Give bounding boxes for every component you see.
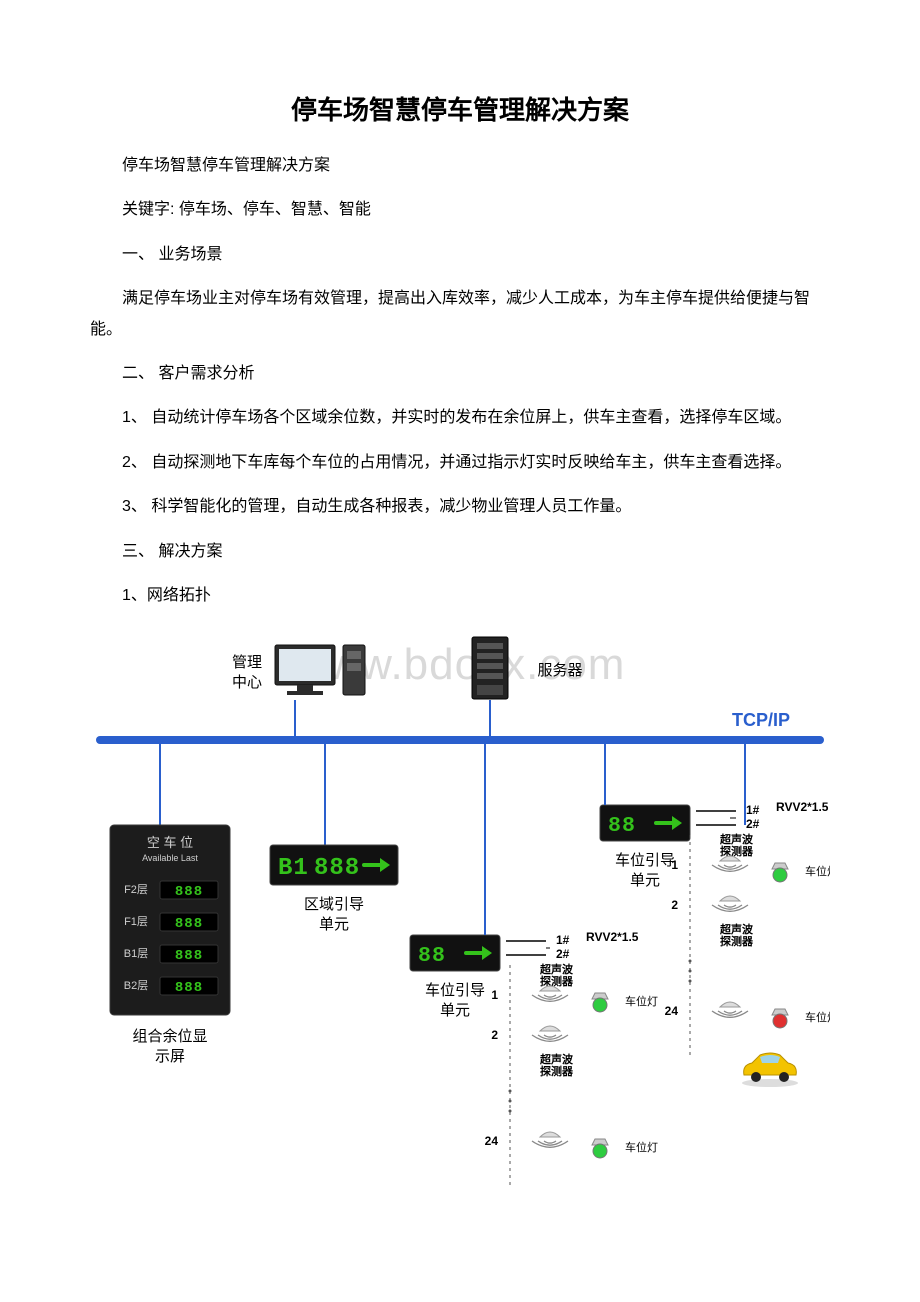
svg-text:2: 2 [671, 898, 678, 912]
svg-text:示屏: 示屏 [155, 1048, 185, 1065]
svg-text:888: 888 [175, 884, 203, 900]
svg-text:1: 1 [491, 988, 498, 1002]
svg-text:车位引导: 车位引导 [615, 852, 675, 869]
section-3-item-1: 1、网络拓扑 [90, 581, 830, 611]
svg-text:单元: 单元 [440, 1002, 470, 1019]
svg-text:探测器: 探测器 [540, 974, 574, 988]
svg-text:1#: 1# [556, 933, 570, 947]
svg-text:单元: 单元 [319, 916, 349, 933]
svg-text:F1层: F1层 [124, 915, 148, 928]
section-2-item-2: 2、 自动探测地下车库每个车位的占用情况，并通过指示灯实时反映给车主，供车主查看… [90, 448, 830, 478]
svg-text:超声波: 超声波 [539, 1052, 574, 1066]
svg-text:Available Last: Available Last [142, 853, 198, 863]
svg-text:车位灯: 车位灯 [625, 1140, 658, 1154]
svg-text:888: 888 [175, 948, 203, 964]
keywords-line: 关键字: 停车场、停车、智慧、智能 [90, 195, 830, 225]
section-2-item-1: 1、 自动统计停车场各个区域余位数，并实时的发布在余位屏上，供车主查看，选择停车… [90, 403, 830, 433]
svg-text:探测器: 探测器 [720, 934, 754, 948]
keywords-label: 关键字: [122, 201, 174, 218]
svg-text:中心: 中心 [232, 674, 262, 691]
svg-text:车位灯: 车位灯 [805, 1010, 830, 1024]
svg-text:2: 2 [491, 1028, 498, 1042]
svg-text:区域引导: 区域引导 [304, 896, 364, 913]
section-3-heading: 三、 解决方案 [90, 537, 830, 567]
svg-text:管理: 管理 [232, 654, 262, 671]
svg-text:组合余位显: 组合余位显 [132, 1027, 207, 1045]
svg-text:TCP/IP: TCP/IP [732, 710, 790, 730]
section-1-body: 满足停车场业主对停车场有效管理，提高出入库效率，减少人工成本，为车主停车提供给便… [90, 284, 830, 345]
svg-text:888: 888 [175, 980, 203, 996]
svg-text:F2层: F2层 [124, 883, 148, 896]
svg-text:888: 888 [314, 855, 360, 882]
section-2-heading: 二、 客户需求分析 [90, 359, 830, 389]
svg-text:88: 88 [608, 814, 636, 838]
svg-text:888: 888 [175, 916, 203, 932]
svg-text:B1: B1 [278, 855, 309, 882]
svg-text:超声波: 超声波 [539, 962, 574, 976]
svg-text:88: 88 [418, 944, 446, 968]
svg-text:超声波: 超声波 [719, 922, 754, 936]
subtitle: 停车场智慧停车管理解决方案 [90, 151, 830, 181]
svg-text:RVV2*1.5: RVV2*1.5 [586, 930, 639, 944]
svg-text:24: 24 [485, 1134, 499, 1148]
svg-text:空 车 位: 空 车 位 [147, 835, 193, 850]
svg-text:2#: 2# [556, 947, 570, 961]
svg-text:RVV2*1.5: RVV2*1.5 [776, 800, 829, 814]
section-2-item-3: 3、 科学智能化的管理，自动生成各种报表，减少物业管理人员工作量。 [90, 492, 830, 522]
svg-text:探测器: 探测器 [540, 1064, 574, 1078]
svg-text:2#: 2# [746, 817, 760, 831]
svg-text:车位引导: 车位引导 [425, 982, 485, 999]
svg-text:B2层: B2层 [124, 979, 148, 992]
network-topology-diagram: TCP/IP 管理中心 服务器空 车 位 Available Last F2层 888 F1… [90, 625, 830, 1190]
svg-text:1: 1 [671, 858, 678, 872]
svg-text:车位灯: 车位灯 [805, 864, 830, 878]
svg-text:1#: 1# [746, 803, 760, 817]
section-1-heading: 一、 业务场景 [90, 240, 830, 270]
svg-text:B1层: B1层 [124, 947, 148, 960]
svg-text:单元: 单元 [630, 872, 660, 889]
svg-text:探测器: 探测器 [720, 844, 754, 858]
keywords-value: 停车场、停车、智慧、智能 [179, 201, 371, 218]
svg-text:24: 24 [665, 1004, 679, 1018]
page-title: 停车场智慧停车管理解决方案 [90, 90, 830, 127]
svg-text:超声波: 超声波 [719, 832, 754, 846]
svg-text:车位灯: 车位灯 [625, 994, 658, 1008]
svg-text:服务器: 服务器 [537, 662, 582, 679]
